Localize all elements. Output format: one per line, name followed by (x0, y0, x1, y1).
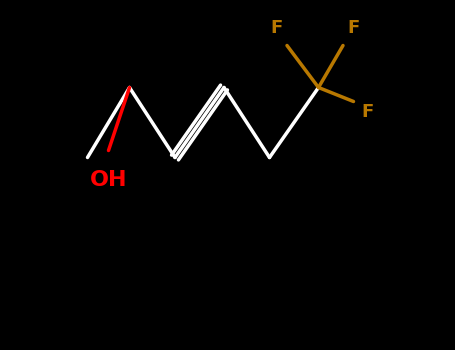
Text: OH: OH (90, 170, 127, 190)
Text: F: F (270, 19, 283, 37)
Text: F: F (347, 19, 359, 37)
Text: F: F (361, 103, 374, 121)
